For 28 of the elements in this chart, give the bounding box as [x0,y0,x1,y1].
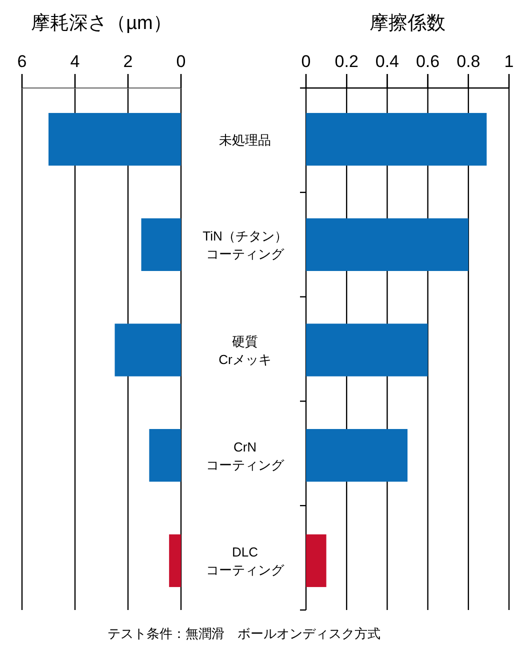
x-tick-label: 6 [17,52,27,71]
bar [306,112,487,166]
bar [149,429,181,482]
chart-title: 摩耗深さ（µm） [31,12,172,34]
bar [141,218,181,271]
x-tick-label: 2 [123,52,133,71]
x-tick-label: 0 [301,52,311,71]
bar [48,112,181,166]
bar [306,324,428,376]
bar [306,534,326,588]
x-tick-label: 0.2 [334,52,358,71]
bar [306,429,408,482]
y-tick-label: 未処理品 [219,132,271,148]
bar [306,218,468,271]
bar [114,324,181,376]
chart-title: 摩擦係数 [370,12,446,34]
bar [169,534,181,588]
y-tick-label: DLCコーティング [206,544,285,578]
text: テスト条件：無潤滑 ボールオンディスク方式 [108,626,380,641]
x-tick-label: 4 [70,52,80,71]
y-tick-label: 硬質Crメッキ [218,334,272,367]
x-tick-label: 0.4 [375,52,400,71]
x-tick-label: 1 [504,52,514,71]
x-tick-label: 0 [176,52,186,71]
y-tick-label: TiN（チタン）コーティング [202,228,288,262]
x-tick-label: 0.6 [416,52,440,71]
y-tick-label: CrNコーティング [206,439,285,472]
x-tick-label: 0.8 [456,52,480,71]
